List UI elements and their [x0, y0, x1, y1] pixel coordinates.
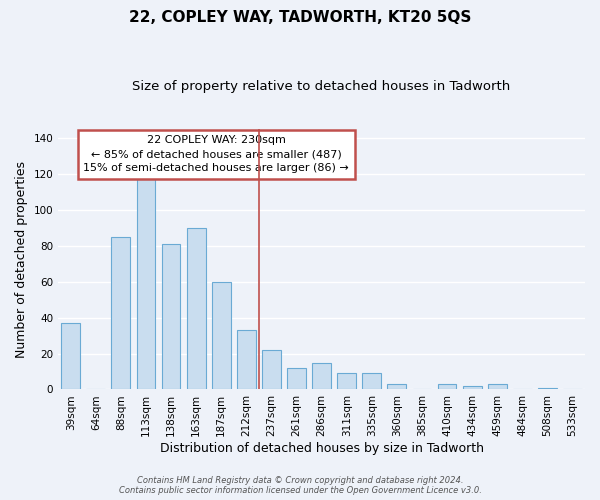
Bar [463, 386, 482, 390]
Bar [437, 384, 457, 390]
Bar [488, 384, 506, 390]
Bar [237, 330, 256, 390]
Bar [262, 350, 281, 390]
Bar [337, 374, 356, 390]
X-axis label: Distribution of detached houses by size in Tadworth: Distribution of detached houses by size … [160, 442, 484, 455]
Bar [362, 374, 381, 390]
Bar [112, 236, 130, 390]
Bar [388, 384, 406, 390]
Bar [287, 368, 306, 390]
Title: Size of property relative to detached houses in Tadworth: Size of property relative to detached ho… [133, 80, 511, 93]
Bar [61, 323, 80, 390]
Bar [212, 282, 230, 390]
Text: 22 COPLEY WAY: 230sqm
← 85% of detached houses are smaller (487)
15% of semi-det: 22 COPLEY WAY: 230sqm ← 85% of detached … [83, 136, 349, 173]
Text: Contains HM Land Registry data © Crown copyright and database right 2024.
Contai: Contains HM Land Registry data © Crown c… [119, 476, 481, 495]
Bar [137, 178, 155, 390]
Bar [187, 228, 206, 390]
Y-axis label: Number of detached properties: Number of detached properties [15, 160, 28, 358]
Bar [161, 244, 181, 390]
Text: 22, COPLEY WAY, TADWORTH, KT20 5QS: 22, COPLEY WAY, TADWORTH, KT20 5QS [129, 10, 471, 25]
Bar [538, 388, 557, 390]
Bar [312, 362, 331, 390]
